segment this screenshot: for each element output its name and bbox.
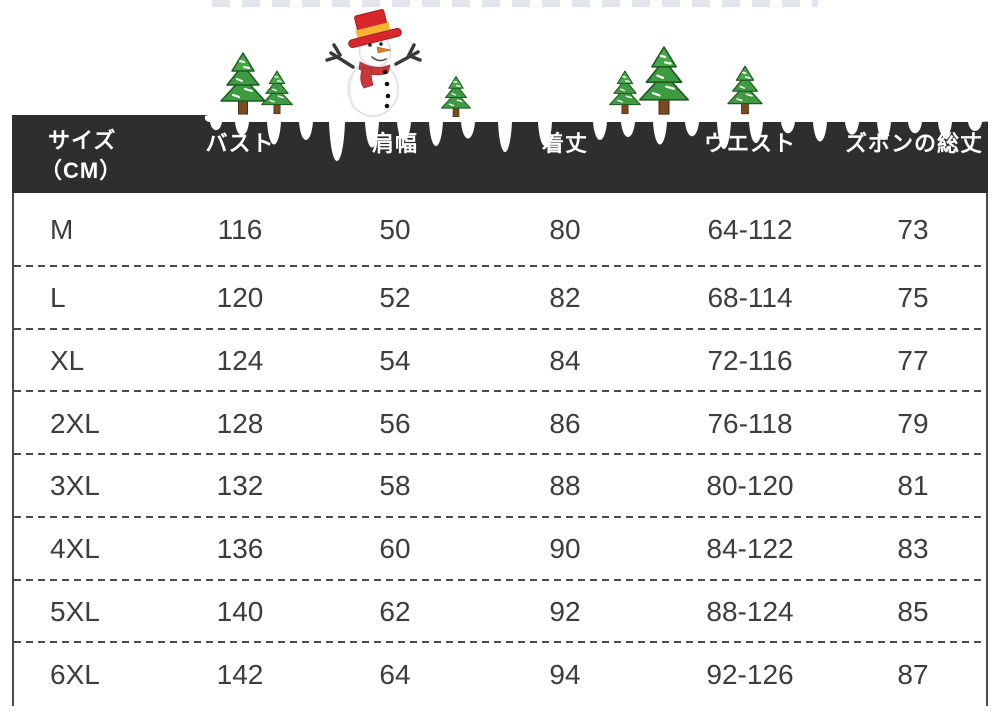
pine-tree-icon [440, 75, 472, 118]
pine-tree-icon [608, 70, 642, 115]
size-label: 6XL [50, 658, 100, 690]
pine-tree-icon [220, 52, 266, 115]
size-value: 132 [216, 470, 264, 502]
size-label: 2XL [50, 407, 100, 439]
size-label: 3XL [50, 470, 100, 502]
size-value: 124 [216, 345, 264, 377]
size-value: 140 [216, 595, 264, 627]
size-label: XL [50, 345, 85, 377]
size-value: 75 [897, 282, 929, 314]
size-value: 84-122 [706, 533, 794, 565]
cropped-watermark-text [212, 0, 818, 7]
size-value: 62 [379, 595, 411, 627]
size-label: M [50, 214, 74, 245]
size-value: 116 [217, 214, 263, 245]
size-value: 52 [379, 282, 411, 314]
size-value: 72-116 [707, 345, 793, 377]
pine-tree-icon [260, 70, 294, 115]
size-value: 77 [897, 345, 929, 377]
size-value: 58 [379, 470, 411, 502]
size-value: 82 [549, 282, 581, 314]
size-value: 68-114 [707, 282, 793, 314]
column-header-length: 着丈 [541, 131, 588, 156]
size-value: 80 [549, 214, 581, 245]
pine-tree-icon [638, 45, 690, 116]
size-label: 5XL [50, 595, 100, 627]
size-label: L [50, 282, 66, 314]
size-value: 87 [897, 658, 929, 690]
snowman-icon [325, 9, 422, 119]
size-value: 85 [897, 595, 929, 627]
size-value: 54 [379, 345, 411, 377]
size-value: 80-120 [706, 470, 794, 502]
size-value: 81 [897, 470, 929, 502]
column-header-bust: バスト [205, 131, 275, 156]
column-header-size-line1: サイズ [48, 128, 117, 153]
size-value: 86 [549, 407, 581, 439]
column-header-size: サイズ （CM） [12, 115, 160, 193]
size-label: 4XL [50, 533, 100, 565]
table-row: 3XL 132 58 88 80-120 81 [14, 455, 986, 518]
size-value: 88-124 [706, 595, 794, 627]
size-value: 60 [379, 533, 411, 565]
size-table-header: サイズ （CM） バスト 肩幅 着丈 ウエスト ズボンの総丈 [12, 115, 988, 193]
size-value: 90 [549, 533, 581, 565]
size-value: 76-118 [707, 407, 793, 439]
size-value: 64 [379, 658, 411, 690]
table-row: 2XL 128 56 86 76-118 79 [14, 392, 986, 455]
column-header-size-line2: （CM） [40, 158, 123, 183]
size-value: 64-112 [707, 214, 793, 245]
column-header-shoulder: 肩幅 [371, 131, 418, 156]
size-table-body: M 116 50 80 64-112 73 L 120 52 82 68-114 75 XL 124 54 8… [12, 193, 988, 706]
size-value: 92-126 [706, 658, 794, 690]
pine-tree-icon [727, 65, 763, 115]
size-value: 84 [549, 345, 581, 377]
table-row: 5XL 140 62 92 88-124 85 [14, 581, 986, 644]
table-row: 4XL 136 60 90 84-122 83 [14, 518, 986, 581]
size-value: 56 [379, 407, 411, 439]
table-row: XL 124 54 84 72-116 77 [14, 330, 986, 393]
size-value: 83 [897, 533, 929, 565]
size-value: 92 [549, 595, 581, 627]
size-value: 79 [897, 407, 929, 439]
column-header-pants: ズボンの総丈 [844, 131, 983, 156]
size-value: 120 [216, 282, 264, 314]
size-value: 88 [549, 470, 581, 502]
size-value: 73 [897, 214, 929, 245]
size-value: 94 [549, 658, 581, 690]
table-row: L 120 52 82 68-114 75 [14, 267, 986, 330]
size-value: 128 [216, 407, 264, 439]
size-value: 142 [216, 658, 264, 690]
table-row: M 116 50 80 64-112 73 [14, 193, 986, 267]
size-value: 50 [379, 214, 411, 245]
size-value: 136 [216, 533, 264, 565]
column-header-waist: ウエスト [703, 131, 796, 156]
table-row: 6XL 142 64 94 92-126 87 [14, 643, 986, 706]
